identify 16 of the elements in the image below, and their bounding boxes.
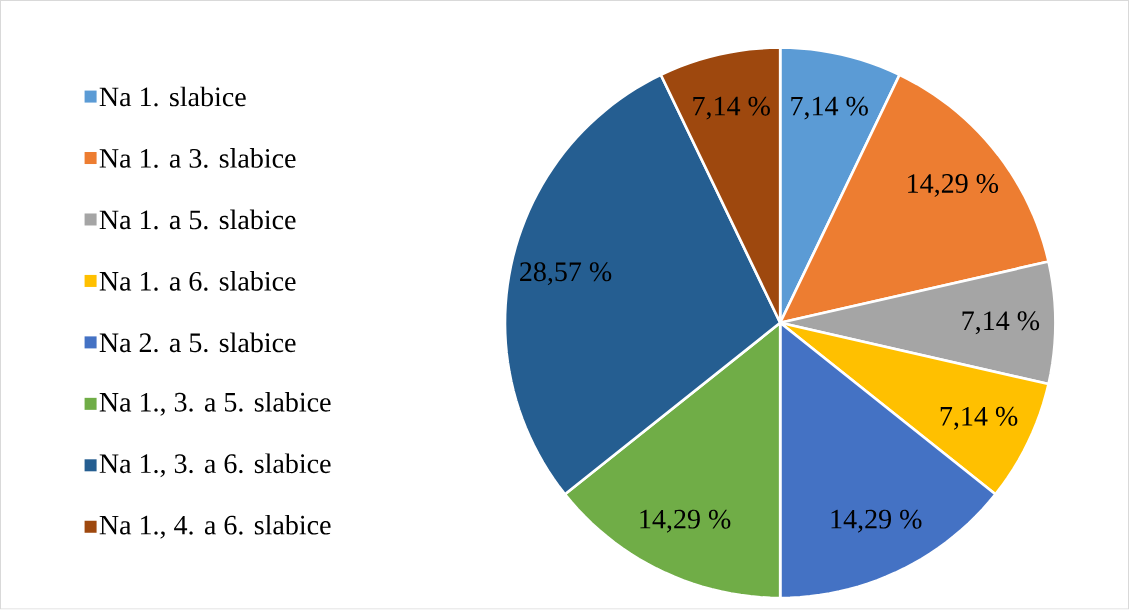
data-label: 7,14 % <box>962 311 1040 335</box>
legend-label: Na 1., 3. a 5. slabice <box>99 392 331 416</box>
data-label: 14,29 % <box>908 174 999 198</box>
data-label: 7,14 % <box>791 96 868 120</box>
data-label: 14,29 % <box>640 509 731 533</box>
legend-label: Na 1., 3. a 6. slabice <box>99 453 331 478</box>
legend-label: Na 1. a 3. slabice <box>99 148 296 169</box>
data-label: 7,14 % <box>940 407 1018 430</box>
legend-label: Na 2. a 5. slabice <box>99 332 296 353</box>
data-label: 14,29 % <box>831 509 922 533</box>
legend-label: Na 1. slabice <box>99 86 246 107</box>
data-label: 28,57 % <box>520 262 612 286</box>
legend-label: Na 1. a 5. slabice <box>99 209 296 230</box>
data-label: 7,14 % <box>693 96 770 120</box>
legend-label: Na 1. a 6. slabice <box>99 271 296 292</box>
legend-label: Na 1., 4. a 6. slabice <box>99 515 331 539</box>
